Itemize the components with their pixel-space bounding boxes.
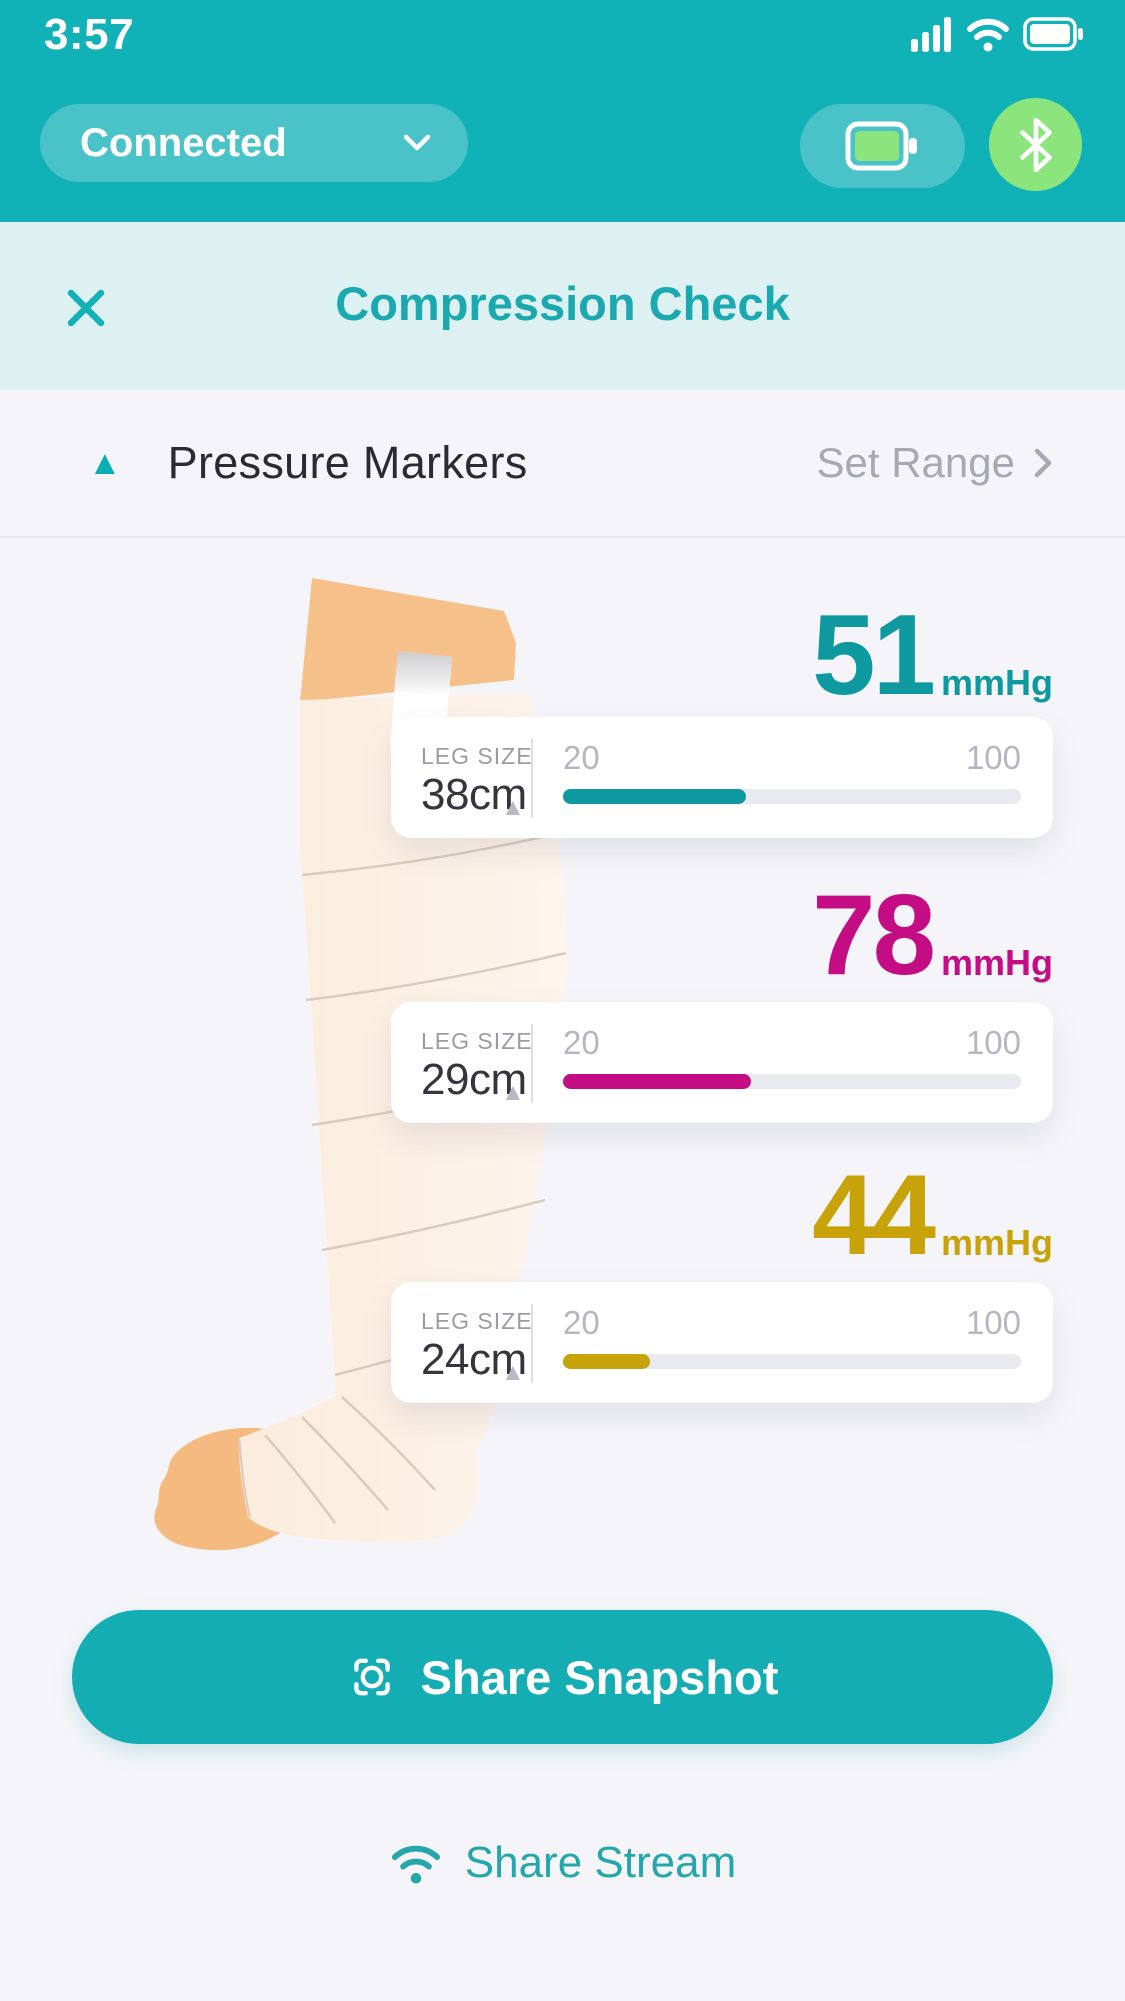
- pressure-unit: mmHg: [940, 661, 1053, 703]
- page-title: Compression Check: [335, 277, 790, 330]
- gauge-track: [563, 1354, 1021, 1369]
- connection-status-label: Connected: [80, 120, 287, 165]
- set-range-link[interactable]: Set Range: [817, 439, 1053, 487]
- gauge-fill: [563, 789, 747, 804]
- wifi-icon: [391, 1845, 440, 1884]
- app-header: 3:57 Connected: [0, 0, 1125, 222]
- gauge-track: [563, 1074, 1021, 1089]
- wifi-icon: [967, 18, 1009, 52]
- gauge-fill: [563, 1074, 751, 1089]
- leg-size-label: LEG SIZE: [421, 1308, 533, 1334]
- scale-min: 20: [563, 739, 600, 776]
- card-divider: [531, 1304, 533, 1383]
- range-marker-triangle-icon: ▲: [501, 794, 525, 821]
- pressure-reading: 51 mmHg: [812, 592, 1053, 719]
- leg-size-block: LEG SIZE 24cm: [421, 1302, 533, 1385]
- close-icon[interactable]: [62, 284, 110, 332]
- card-divider: [531, 739, 533, 818]
- scale-max: 100: [965, 739, 1021, 776]
- scale-min: 20: [563, 1304, 600, 1341]
- section-title: Pressure Markers: [167, 437, 528, 488]
- pressure-reading: 78 mmHg: [812, 872, 1053, 999]
- leg-size-block: LEG SIZE 38cm: [421, 737, 533, 820]
- bandage-tab-fold: [394, 651, 452, 697]
- device-battery-chip[interactable]: [800, 104, 965, 188]
- leg-size-block: LEG SIZE 29cm: [421, 1022, 533, 1105]
- scale-labels: 20 100: [563, 1304, 1021, 1342]
- leg-size-label: LEG SIZE: [421, 743, 533, 769]
- leg-size-value: 29cm: [421, 1055, 527, 1104]
- pressure-markers-header: ▲ Pressure Markers Set Range: [0, 390, 1125, 538]
- leg-size-value: 38cm: [421, 770, 527, 819]
- knee-skin: [300, 578, 516, 702]
- chevron-right-icon: [1034, 448, 1052, 478]
- share-stream-label: Share Stream: [464, 1838, 737, 1887]
- gauge-fill: [563, 1354, 651, 1369]
- scale-min: 20: [563, 1024, 600, 1061]
- pressure-value: 78: [812, 872, 936, 999]
- sensor-card: LEG SIZE 24cm 20 100 ▲: [391, 1282, 1053, 1403]
- gauge-track: [563, 789, 1021, 804]
- pressure-reading: 44 mmHg: [812, 1152, 1053, 1279]
- sensor-card: LEG SIZE 38cm 20 100 ▲: [391, 717, 1053, 838]
- share-snapshot-label: Share Snapshot: [420, 1650, 779, 1704]
- pressure-gauge: 20 100 ▲: [501, 737, 1021, 820]
- share-stream-link[interactable]: Share Stream: [0, 1838, 1125, 1888]
- battery-icon: [1023, 17, 1083, 51]
- signal-bars-icon: [911, 17, 951, 52]
- pressure-unit: mmHg: [940, 941, 1053, 983]
- pressure-value: 51: [812, 592, 936, 719]
- status-icons: [911, 16, 1085, 52]
- scale-max: 100: [965, 1024, 1021, 1061]
- pressure-gauge: 20 100 ▲: [501, 1302, 1021, 1385]
- chevron-down-icon: [403, 134, 431, 151]
- title-bar: Compression Check: [0, 222, 1125, 390]
- share-snapshot-button[interactable]: Share Snapshot: [72, 1610, 1053, 1744]
- leg-size-value: 24cm: [421, 1335, 527, 1384]
- pressure-value: 44: [812, 1152, 936, 1279]
- pressure-gauge: 20 100 ▲: [501, 1022, 1021, 1105]
- card-divider: [531, 1024, 533, 1103]
- scale-labels: 20 100: [563, 739, 1021, 777]
- leg-size-label: LEG SIZE: [421, 1028, 533, 1054]
- status-time: 3:57: [44, 10, 135, 59]
- set-range-label: Set Range: [816, 439, 1015, 486]
- sensor-card: LEG SIZE 29cm 20 100 ▲: [391, 1002, 1053, 1123]
- range-marker-triangle-icon: ▲: [501, 1359, 525, 1386]
- camera-capture-icon: [353, 1658, 390, 1696]
- scale-max: 100: [965, 1304, 1021, 1341]
- range-marker-triangle-icon: ▲: [501, 1079, 525, 1106]
- collapse-triangle-icon[interactable]: ▲: [88, 444, 122, 482]
- battery-icon: [845, 121, 917, 171]
- pressure-unit: mmHg: [940, 1221, 1053, 1263]
- connection-dropdown[interactable]: Connected: [40, 104, 468, 182]
- bluetooth-icon: [1019, 117, 1052, 172]
- scale-labels: 20 100: [563, 1024, 1021, 1062]
- bluetooth-button[interactable]: [989, 98, 1082, 191]
